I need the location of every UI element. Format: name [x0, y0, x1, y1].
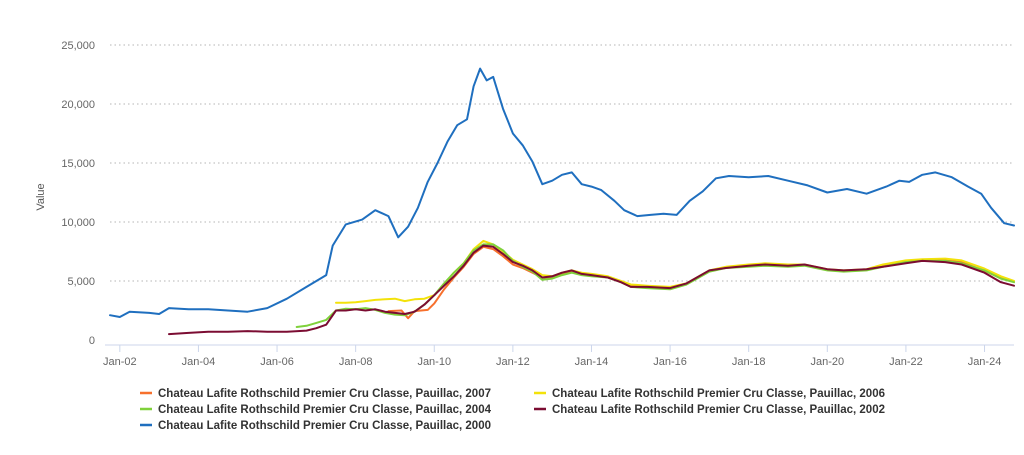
legend: Chateau Lafite Rothschild Premier Cru Cl…: [140, 388, 885, 432]
series-line-3: [295, 243, 1015, 328]
legend-label: Chateau Lafite Rothschild Premier Cru Cl…: [552, 388, 885, 400]
legend-label: Chateau Lafite Rothschild Premier Cru Cl…: [158, 404, 492, 416]
x-tick-label: Jan-04: [182, 356, 216, 368]
axis-layer: Value: [35, 183, 1014, 346]
grid-layer: [110, 44, 1014, 282]
series-line-1: [387, 245, 1015, 320]
y-tick-label: 15,000: [61, 158, 95, 170]
y-tick-label: 5,000: [67, 276, 95, 288]
y-tick-label: 20,000: [61, 99, 95, 111]
x-tick-label: Jan-02: [103, 356, 137, 368]
x-tick-label: Jan-20: [810, 356, 844, 368]
x-tick-label: Jan-22: [889, 356, 923, 368]
legend-item[interactable]: Chateau Lafite Rothschild Premier Cru Cl…: [140, 404, 492, 416]
series-layer: [109, 67, 1015, 336]
x-tick-label: Jan-12: [496, 356, 530, 368]
series-line-5: [109, 67, 1015, 318]
x-tick-label: Jan-16: [653, 356, 687, 368]
x-tick-labels: Jan-02 Jan-04 Jan-06 Jan-08 Jan-10 Jan-12 Jan-…: [103, 345, 1001, 368]
y-tick-labels: 0 5,000 10,000 15,000 20,000 25,000: [61, 40, 95, 347]
x-tick-label: Jan-24: [968, 356, 1002, 368]
series-line-4: [168, 244, 1015, 336]
legend-label: Chateau Lafite Rothschild Premier Cru Cl…: [158, 388, 491, 400]
x-tick-label: Jan-08: [339, 356, 373, 368]
legend-item[interactable]: Chateau Lafite Rothschild Premier Cru Cl…: [140, 388, 491, 400]
x-tick-label: Jan-18: [732, 356, 766, 368]
x-tick-label: Jan-06: [260, 356, 294, 368]
legend-item[interactable]: Chateau Lafite Rothschild Premier Cru Cl…: [534, 404, 885, 416]
x-tick-label: Jan-14: [575, 356, 609, 368]
legend-label: Chateau Lafite Rothschild Premier Cru Cl…: [158, 420, 491, 432]
x-tick-label: Jan-10: [417, 356, 451, 368]
y-tick-label: 0: [89, 335, 95, 347]
legend-item[interactable]: Chateau Lafite Rothschild Premier Cru Cl…: [140, 420, 491, 432]
legend-item[interactable]: Chateau Lafite Rothschild Premier Cru Cl…: [534, 388, 885, 400]
y-tick-label: 10,000: [61, 217, 95, 229]
legend-label: Chateau Lafite Rothschild Premier Cru Cl…: [552, 404, 885, 416]
y-tick-label: 25,000: [61, 40, 95, 52]
y-axis-title: Value: [35, 183, 47, 210]
series-line-2: [335, 239, 1015, 304]
